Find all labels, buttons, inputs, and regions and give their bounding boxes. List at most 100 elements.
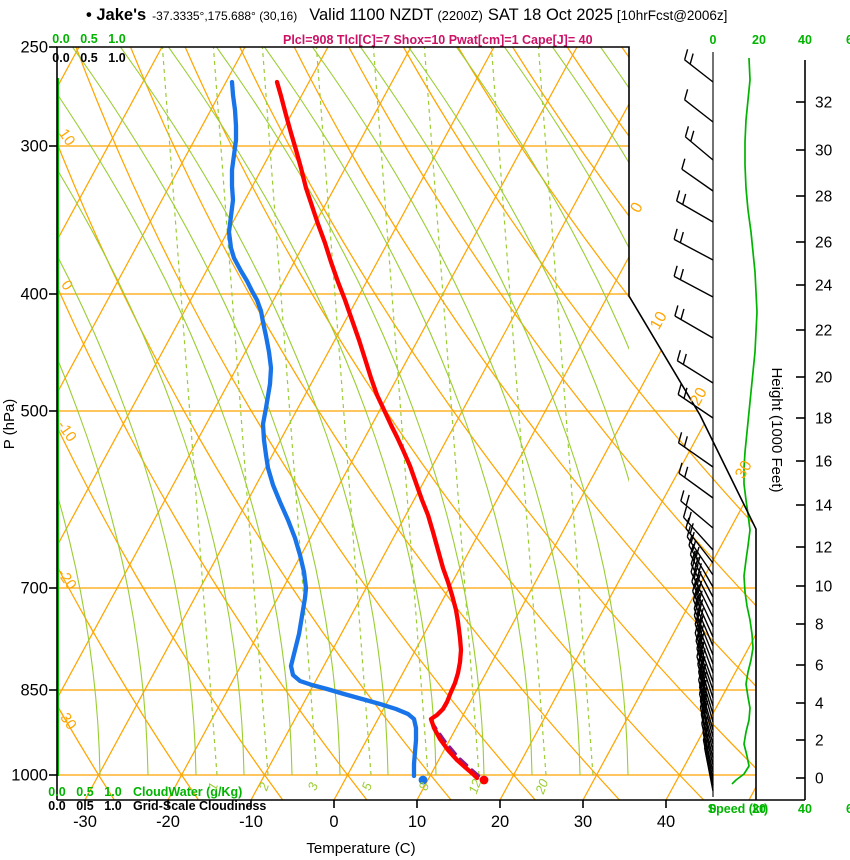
wind-barb-feather xyxy=(681,158,686,170)
speed-tick-label-bottom: 20 xyxy=(752,802,766,816)
height-tick-label: 14 xyxy=(815,498,833,515)
isotherm-line xyxy=(57,47,163,800)
dry-adiabat-line xyxy=(57,47,368,800)
height-tick-label: 30 xyxy=(815,143,833,160)
dry-adiabat-line xyxy=(183,47,705,800)
wind-barb-feather xyxy=(699,657,705,672)
wind-barb-feather xyxy=(697,658,704,673)
station-name: • Jake's xyxy=(86,6,147,24)
wind-barb-feather xyxy=(690,130,695,142)
wind-barb xyxy=(702,731,714,780)
wind-barb-feather xyxy=(699,673,706,687)
wind-barb-feather xyxy=(698,680,704,694)
mixing-ratio-line xyxy=(315,47,372,776)
height-tick-label: 24 xyxy=(815,278,833,295)
dry-adiabat-line xyxy=(292,47,756,800)
wind-barb-feather xyxy=(700,700,706,715)
cloudwater-scale-bottom: 1.0 xyxy=(104,785,121,799)
station-coords: -37.3335°,175.688° (30,16) xyxy=(152,9,298,23)
moist-adiabat-line xyxy=(360,47,629,776)
isotherm-line xyxy=(665,47,756,800)
height-tick-label: 22 xyxy=(815,323,832,340)
isotherm-line xyxy=(57,47,412,800)
cloudiness-scale-top: 0.0 xyxy=(52,51,69,65)
height-tick-label: 10 xyxy=(815,579,833,596)
moist-adiabat-line xyxy=(216,47,485,776)
moist-adiabat-line xyxy=(57,47,245,776)
wind-barb-feather xyxy=(680,308,685,320)
height-tick-label: 18 xyxy=(815,411,832,428)
valid-time: Valid 1100 NZDT xyxy=(309,6,434,24)
wind-barb xyxy=(686,536,714,576)
wind-barb-feather xyxy=(674,305,679,317)
cloudiness-scale-bottom: 0.5 xyxy=(76,799,93,813)
wind-barb-feather xyxy=(694,619,700,634)
wind-barb-feather xyxy=(697,590,703,605)
isotherm-line xyxy=(84,47,495,800)
temperature-tick-label: 40 xyxy=(657,813,675,831)
wind-barb-feather xyxy=(683,49,689,61)
moist-adiabat-line xyxy=(264,47,533,776)
height-tick-label: 2 xyxy=(815,733,824,750)
isotherm-line xyxy=(416,47,756,800)
wind-barb-feather xyxy=(675,190,681,202)
isotherm-line xyxy=(57,47,246,800)
wind-barb-feather xyxy=(695,627,701,642)
dry-adiabat-line xyxy=(510,47,756,800)
wind-barb xyxy=(692,591,714,638)
temperature-tick-label: 20 xyxy=(491,813,509,831)
wind-barb-feather xyxy=(703,725,709,740)
wind-barb xyxy=(684,59,714,83)
isotherm-line xyxy=(57,47,329,800)
wind-barb-feather xyxy=(683,436,688,448)
wind-barb-feather xyxy=(689,543,695,555)
moist-adiabat-line xyxy=(408,47,629,776)
isotherm-label: 10 xyxy=(647,309,671,333)
pressure-tick-label: 500 xyxy=(20,403,48,421)
wind-barb-feather xyxy=(684,466,689,478)
wind-barb-feather xyxy=(695,546,700,558)
cloudwater-axis-label: CloudWater (g/Kg) xyxy=(133,785,242,799)
wind-barb-feather xyxy=(701,709,707,724)
valid-date: SAT 18 Oct 2025 xyxy=(487,6,613,24)
wind-barb-feather xyxy=(694,584,700,598)
wind-barb xyxy=(673,275,714,298)
dry-adiabat-line xyxy=(74,47,536,800)
moist-adiabat-line xyxy=(57,47,197,776)
wind-barb-feather xyxy=(694,610,700,625)
speed-tick-label-top: 60 xyxy=(846,33,850,47)
wind-barb-feather xyxy=(697,633,703,648)
height-tick-label: 16 xyxy=(815,454,832,471)
wind-barb-feather xyxy=(696,563,703,577)
forecast-tag: [10hrFcst@2006z] xyxy=(616,8,728,23)
cloudiness-scale-bottom: 0.0 xyxy=(48,799,65,813)
temperature-tick-label: 30 xyxy=(574,813,592,831)
wind-barb-feather xyxy=(690,550,696,565)
wind-barb-feather xyxy=(696,617,703,631)
wind-barb-feather xyxy=(693,601,699,616)
wind-barb-feather xyxy=(679,231,684,243)
cloudiness-scale-top: 0.5 xyxy=(80,51,97,65)
wind-barb-feather xyxy=(705,741,711,755)
wind-barb-feather xyxy=(682,193,687,205)
height-tick-label: 28 xyxy=(815,189,832,206)
wind-barb-feather xyxy=(701,700,707,715)
wind-barb-feather xyxy=(696,608,702,623)
mixing-ratio-line xyxy=(423,47,480,776)
wind-barb-feather xyxy=(697,666,704,681)
wind-barb xyxy=(683,516,714,551)
wind-barb xyxy=(703,747,714,792)
pressure-tick-label: 850 xyxy=(20,682,48,700)
cloudiness-scale-bottom: 1.0 xyxy=(104,799,121,813)
isotherm-label: 30 xyxy=(732,458,756,482)
orange-grid xyxy=(57,47,756,800)
cloudwater-scale-top: 1.0 xyxy=(108,32,125,46)
wind-barb-feather xyxy=(699,665,706,679)
wind-barb xyxy=(684,136,714,161)
wind-barb-feather xyxy=(677,432,683,444)
mixing-ratio-line xyxy=(490,47,547,776)
wind-barb-feather xyxy=(693,564,699,579)
wind-barb-feather xyxy=(698,649,704,664)
parcel-path xyxy=(429,719,481,778)
